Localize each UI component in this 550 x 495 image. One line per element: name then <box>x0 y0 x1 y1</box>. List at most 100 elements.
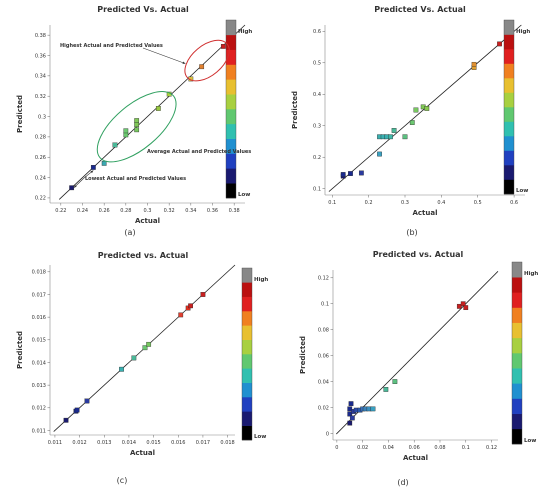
colorbar-segment <box>242 425 252 441</box>
data-point <box>340 172 346 177</box>
y-tick-label: 0.5 <box>313 61 321 67</box>
x-tick-label: 0.011 <box>48 440 62 446</box>
data-point <box>348 171 353 176</box>
data-point <box>347 420 353 426</box>
colorbar-segment <box>504 20 514 35</box>
x-tick-label: 0.5 <box>474 200 482 206</box>
diagonal-fit-line <box>58 24 246 200</box>
colorbar-low-label: Low <box>524 438 536 444</box>
data-point <box>383 387 389 392</box>
colorbar-high-label: High <box>516 29 530 35</box>
x-tick-label: 0.3 <box>401 200 409 206</box>
arrow-lowest-1-head <box>90 170 94 174</box>
y-tick-label: 0.34 <box>35 74 46 80</box>
colorbar-segment <box>512 413 522 430</box>
x-tick-label: 0.016 <box>171 440 185 446</box>
x-axis-label: Actual <box>412 209 437 217</box>
colorbar-frame <box>241 267 253 441</box>
data-point <box>63 417 69 423</box>
data-point <box>142 345 148 351</box>
data-point <box>358 170 364 176</box>
colorbar-segment <box>242 268 252 283</box>
data-point <box>134 127 140 133</box>
chart-title: Predicted Vs. Actual <box>97 5 189 14</box>
colorbar-segment <box>242 382 252 398</box>
data-point <box>131 355 137 361</box>
y-tick-label: 0.06 <box>318 353 329 359</box>
data-point <box>134 118 140 123</box>
colorbar-segment <box>504 136 514 151</box>
colorbar-segment <box>512 368 522 384</box>
x-tick-label: 0.1 <box>462 445 470 451</box>
x-tick-label: 0.1 <box>328 200 336 206</box>
x-tick-label: 0.017 <box>196 440 210 446</box>
data-point <box>155 106 161 111</box>
colorbar-segment <box>242 311 252 326</box>
y-tick-label: 0.12 <box>318 276 329 282</box>
colorbar-segment <box>512 277 522 293</box>
highlight-ellipse-average <box>96 91 177 163</box>
y-tick-label: 0.014 <box>32 360 46 366</box>
colorbar-segment <box>226 138 236 154</box>
x-tick-label: 0.26 <box>99 208 110 214</box>
data-point <box>188 303 193 309</box>
colorbar-segment <box>226 20 236 36</box>
data-point <box>74 407 80 413</box>
colorbar-segment <box>242 411 252 426</box>
data-point <box>347 406 353 412</box>
colorbar-segment <box>504 121 514 137</box>
y-axis-label: Predicted <box>16 95 24 133</box>
y-tick-label: 0.2 <box>313 155 321 161</box>
data-point <box>134 122 140 128</box>
chart-b: Predicted Vs. Actual 0.1 0.2 0.3 0.4 0.5 0.6 0.… <box>291 5 530 237</box>
data-point <box>112 142 118 148</box>
y-tick-label: 0.012 <box>32 406 46 412</box>
x-tick-label: 0.02 <box>357 445 368 451</box>
colorbar-segment <box>242 354 252 369</box>
colorbar-segment <box>226 94 236 110</box>
colorbar-segment <box>504 179 514 195</box>
colorbar-segment <box>226 153 236 169</box>
y-tick-label: 0.017 <box>32 292 46 298</box>
y-tick-label: 0.26 <box>35 155 46 161</box>
colorbar-segment <box>512 262 522 278</box>
colorbar-segment <box>226 123 236 139</box>
x-tick-label: 0.018 <box>220 440 234 446</box>
y-tick-label: 0.3 <box>313 124 321 130</box>
colorbar-segment <box>504 92 514 108</box>
data-point <box>349 415 355 421</box>
colorbar-low-label: Low <box>254 434 266 440</box>
colorbar-segment <box>512 428 522 445</box>
y-tick-label: 0.016 <box>32 315 46 321</box>
x-tick-label: 0.012 <box>72 440 86 446</box>
x-tick-label: 0.6 <box>510 200 518 206</box>
x-tick-label: 0.04 <box>383 445 394 451</box>
data-point <box>348 401 354 407</box>
x-tick-label: 0.32 <box>164 208 175 214</box>
colorbar-segment <box>242 296 252 312</box>
chart-a: Predicted Vs. Actual 0.22 0.24 0.26 0.28 0.3 0… <box>16 5 252 237</box>
data-point <box>200 292 206 297</box>
x-tick-label: 0.22 <box>55 208 66 214</box>
annotation-lowest: Lowest Actual and Predicted Values <box>85 176 186 182</box>
y-tick-label: 0.015 <box>32 338 46 344</box>
colorbar-segment <box>242 397 252 412</box>
data-point <box>388 134 393 140</box>
data-point <box>90 165 96 170</box>
data-point <box>424 106 430 111</box>
colorbar-segment <box>504 49 514 64</box>
x-tick-label: 0 <box>335 445 338 451</box>
colorbar-segment <box>504 150 514 166</box>
colorbar-segment <box>242 325 252 340</box>
colorbar-segment <box>512 337 522 354</box>
x-tick-label: 0.2 <box>365 200 373 206</box>
y-tick-label: 0.018 <box>32 270 46 276</box>
colorbar-segment <box>226 64 236 80</box>
y-tick-label: 0.013 <box>32 383 46 389</box>
colorbar-segment <box>504 78 514 93</box>
arrow-highest <box>142 47 186 64</box>
data-point <box>409 120 415 125</box>
colorbar-frame <box>503 19 515 195</box>
chart-title: Predicted vs. Actual <box>98 251 189 260</box>
